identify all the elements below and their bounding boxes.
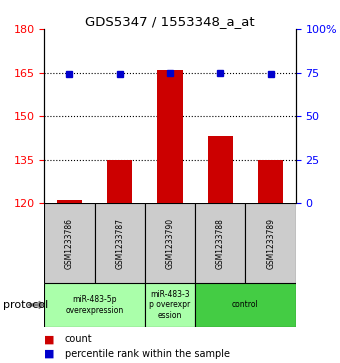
Text: ■: ■: [44, 349, 55, 359]
Bar: [44, 203, 95, 283]
Text: miR-483-3
p overexpr
ession: miR-483-3 p overexpr ession: [149, 290, 191, 320]
Bar: [157, 70, 183, 203]
Bar: [95, 203, 145, 283]
Text: miR-483-5p
overexpression: miR-483-5p overexpression: [65, 295, 124, 315]
Text: GSM1233790: GSM1233790: [166, 218, 174, 269]
Text: control: control: [232, 301, 259, 309]
Text: GSM1233787: GSM1233787: [115, 218, 124, 269]
Bar: [258, 160, 283, 203]
Title: GDS5347 / 1553348_a_at: GDS5347 / 1553348_a_at: [85, 15, 255, 28]
Bar: [245, 203, 296, 283]
Text: GSM1233786: GSM1233786: [65, 218, 74, 269]
Text: GSM1233788: GSM1233788: [216, 218, 225, 269]
Bar: [208, 136, 233, 203]
Text: percentile rank within the sample: percentile rank within the sample: [65, 349, 230, 359]
Text: count: count: [65, 334, 92, 344]
Bar: [145, 283, 195, 327]
Text: GSM1233789: GSM1233789: [266, 218, 275, 269]
Bar: [57, 200, 82, 203]
Bar: [44, 283, 145, 327]
Bar: [195, 283, 296, 327]
Bar: [107, 160, 132, 203]
Text: protocol: protocol: [3, 300, 49, 310]
Bar: [195, 203, 245, 283]
Text: ■: ■: [44, 334, 55, 344]
Bar: [145, 203, 195, 283]
